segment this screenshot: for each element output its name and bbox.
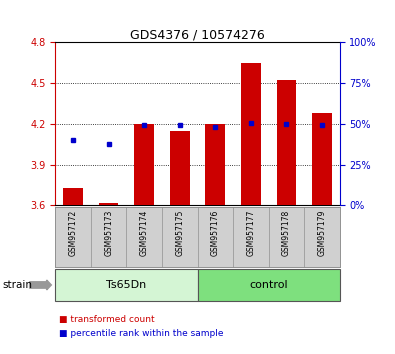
Text: GSM957172: GSM957172 — [69, 210, 77, 256]
Bar — [205, 124, 225, 205]
Text: Ts65Dn: Ts65Dn — [106, 280, 147, 290]
Bar — [233, 207, 269, 267]
Bar — [134, 124, 154, 205]
Bar — [162, 207, 198, 267]
Bar — [198, 269, 340, 301]
Bar — [126, 207, 162, 267]
Bar — [241, 63, 261, 205]
Bar — [99, 202, 118, 205]
Bar — [304, 207, 340, 267]
Text: GSM957178: GSM957178 — [282, 210, 291, 256]
Bar — [198, 207, 233, 267]
Text: control: control — [249, 280, 288, 290]
Bar — [170, 131, 190, 205]
Text: GSM957174: GSM957174 — [140, 210, 149, 256]
Text: GSM957179: GSM957179 — [318, 210, 326, 256]
Text: GSM957177: GSM957177 — [246, 210, 255, 256]
Bar — [63, 188, 83, 205]
Text: ■ percentile rank within the sample: ■ percentile rank within the sample — [59, 329, 224, 338]
Text: ■ transformed count: ■ transformed count — [59, 315, 155, 324]
Bar — [91, 207, 126, 267]
Bar — [269, 207, 304, 267]
Text: GSM957176: GSM957176 — [211, 210, 220, 256]
Text: GSM957175: GSM957175 — [175, 210, 184, 256]
Bar — [55, 269, 198, 301]
Text: strain: strain — [2, 280, 32, 290]
Bar — [276, 80, 296, 205]
Text: GSM957173: GSM957173 — [104, 210, 113, 256]
Bar — [55, 207, 91, 267]
Title: GDS4376 / 10574276: GDS4376 / 10574276 — [130, 28, 265, 41]
Bar — [312, 113, 332, 205]
